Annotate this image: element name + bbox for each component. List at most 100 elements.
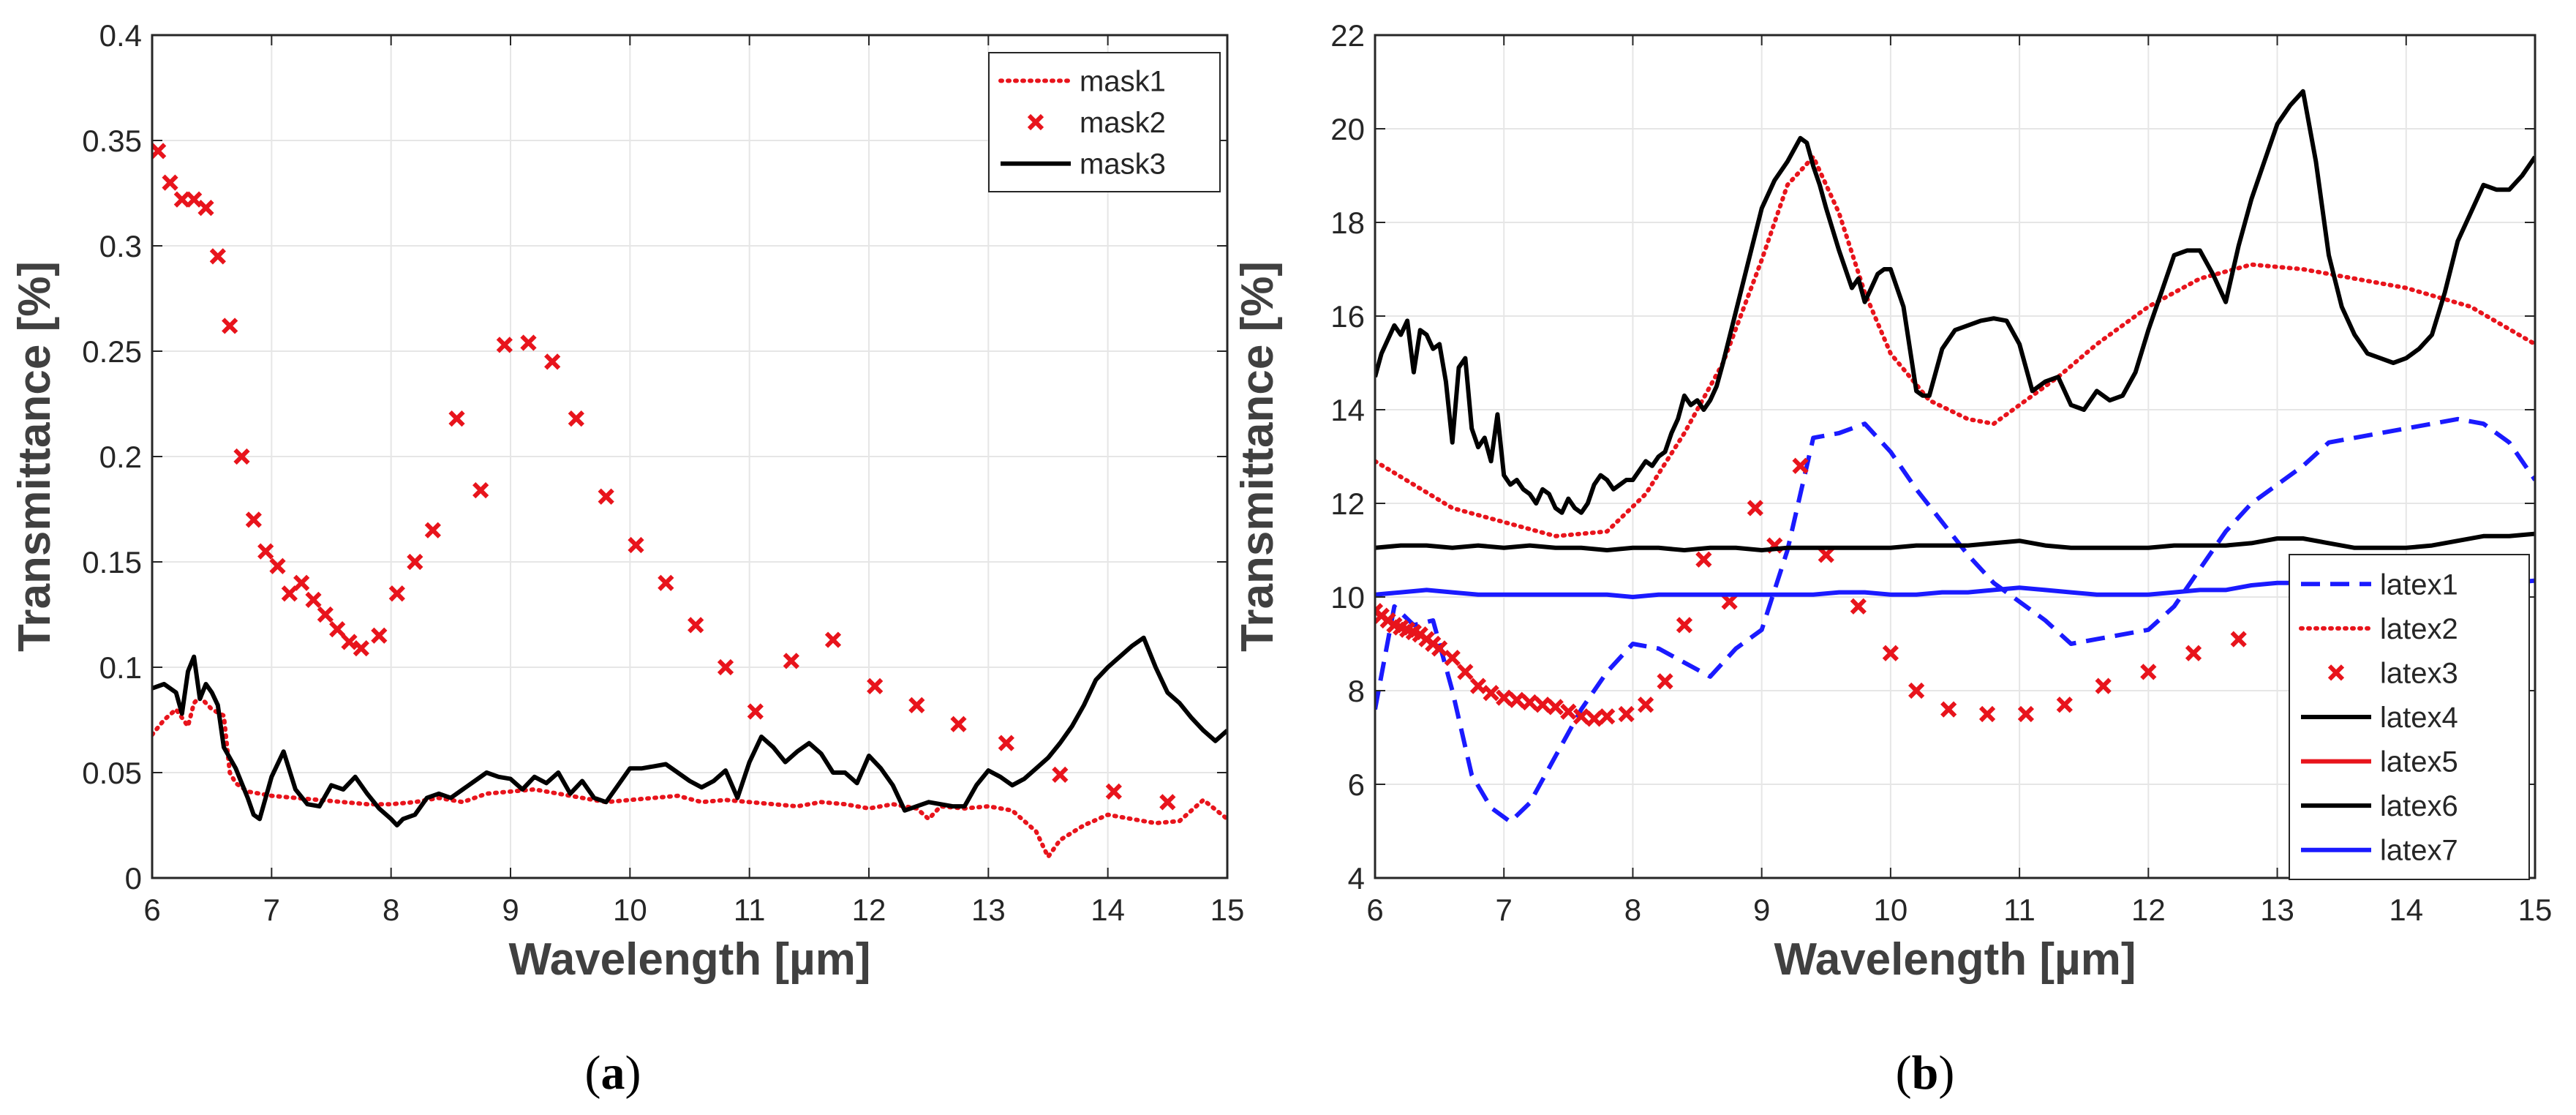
series-latex3-point bbox=[1676, 617, 1693, 634]
series-latex1-line bbox=[1375, 416, 2535, 825]
series-mask2-point bbox=[245, 511, 262, 528]
legend-item-latex7: latex7 bbox=[2301, 835, 2458, 867]
series-latex3-point bbox=[1618, 705, 1635, 723]
series-latex3-point bbox=[1457, 664, 1474, 680]
x-tick-label: 8 bbox=[1624, 893, 1641, 927]
series-mask2-point bbox=[544, 353, 561, 370]
legend-label: mask3 bbox=[1080, 149, 1166, 181]
legend-item-mask3: mask3 bbox=[1001, 149, 1166, 181]
series-latex6-line bbox=[1375, 531, 2535, 552]
legend-label: mask1 bbox=[1080, 65, 1166, 97]
legend-swatch-marker bbox=[2327, 664, 2345, 681]
series-latex3-point bbox=[1637, 697, 1654, 713]
x-tick-label: 6 bbox=[143, 893, 160, 927]
series-mask2-point bbox=[269, 558, 286, 574]
caption-letter: a bbox=[601, 1046, 625, 1100]
y-tick-label: 0.15 bbox=[82, 545, 142, 579]
series-mask2-point bbox=[688, 617, 704, 634]
series-latex3-point bbox=[2185, 645, 2202, 661]
x-tick-label: 15 bbox=[2518, 893, 2553, 927]
y-axis-label: Transmittance [%] bbox=[1232, 261, 1283, 652]
y-tick-label: 0.05 bbox=[82, 756, 142, 790]
series-mask2-point bbox=[257, 543, 274, 560]
series-mask2-point bbox=[186, 191, 203, 208]
series-latex3-point bbox=[1850, 598, 1867, 615]
series-mask1-line bbox=[152, 694, 1227, 860]
y-tick-label: 0 bbox=[125, 861, 142, 896]
series-mask2-point bbox=[998, 735, 1014, 751]
series-mask2-point bbox=[717, 658, 734, 676]
y-tick-label: 14 bbox=[1330, 393, 1365, 427]
series-latex3-point bbox=[1978, 705, 1996, 723]
legend-box bbox=[988, 52, 1221, 192]
legend-label: latex1 bbox=[2380, 568, 2458, 601]
series-latex3-point bbox=[1792, 457, 1809, 474]
y-tick-label: 0.25 bbox=[82, 334, 142, 369]
series-mask2-point bbox=[824, 631, 842, 648]
series-latex3-point bbox=[1721, 593, 1738, 610]
legend-item-latex3: latex3 bbox=[2327, 657, 2458, 689]
series-latex3-point bbox=[1882, 645, 1899, 661]
y-ticks: 0 0.05 0.1 0.15 0.2 0.25 0.3 0.35 0.4 bbox=[82, 18, 1227, 896]
series-mask2-point bbox=[341, 634, 358, 650]
x-tick-label: 14 bbox=[2389, 893, 2423, 927]
series-latex3-point bbox=[1469, 677, 1487, 694]
y-tick-label: 10 bbox=[1330, 580, 1365, 615]
caption-close-paren: ) bbox=[1938, 1046, 1954, 1100]
series-mask2-point bbox=[747, 703, 764, 720]
series-group bbox=[152, 143, 1227, 860]
x-tick-label: 7 bbox=[263, 893, 280, 927]
caption-close-paren: ) bbox=[625, 1046, 641, 1100]
x-axis-label: Wavelength [µm] bbox=[508, 934, 870, 985]
legend-label: mask2 bbox=[1080, 107, 1166, 139]
series-mask2-point bbox=[424, 522, 441, 538]
series-latex3-point bbox=[2017, 705, 2035, 723]
y-tick-label: 16 bbox=[1330, 299, 1365, 334]
axes-frame bbox=[1374, 34, 2537, 879]
series-latex3-point bbox=[1483, 685, 1499, 702]
series-mask2-point bbox=[496, 337, 513, 353]
series-latex3-point bbox=[1599, 708, 1616, 725]
legend-item-latex6: latex6 bbox=[2301, 790, 2458, 822]
series-mask2-point bbox=[867, 677, 884, 695]
x-tick-label: 9 bbox=[502, 893, 519, 927]
series-latex3-point bbox=[1908, 682, 1925, 699]
series-latex3-point bbox=[2056, 697, 2073, 713]
series-latex3-point bbox=[1940, 701, 1957, 718]
series-mask2-point bbox=[520, 334, 537, 351]
series-mask2-point bbox=[407, 553, 423, 571]
y-tick-label: 6 bbox=[1348, 767, 1365, 802]
series-mask2-point bbox=[783, 653, 799, 669]
series-mask2-point bbox=[908, 697, 925, 713]
y-tick-label: 0.4 bbox=[99, 18, 142, 53]
series-mask2-point bbox=[1052, 766, 1069, 784]
y-tick-label: 18 bbox=[1330, 206, 1365, 240]
y-tick-label: 0.2 bbox=[99, 440, 142, 474]
caption-open-paren: ( bbox=[585, 1046, 601, 1100]
x-ticks: 6 7 8 9 10 11 12 13 14 15 bbox=[1366, 35, 2552, 927]
series-mask2-point bbox=[317, 606, 334, 623]
series-latex2-line bbox=[1375, 154, 2535, 538]
x-tick-label: 9 bbox=[1753, 893, 1770, 927]
legend-label: latex4 bbox=[2380, 702, 2458, 734]
series-mask2-point bbox=[152, 143, 167, 159]
series-latex3-point bbox=[1560, 703, 1577, 720]
x-tick-label: 10 bbox=[1874, 893, 1908, 927]
x-tick-label: 11 bbox=[734, 893, 766, 927]
series-latex3-point bbox=[1657, 673, 1673, 690]
series-mask2-point bbox=[472, 481, 489, 499]
legend-item-latex2: latex2 bbox=[2299, 613, 2458, 645]
caption-open-paren: ( bbox=[1896, 1046, 1912, 1100]
x-ticks: 6 7 8 9 10 11 12 13 14 15 bbox=[143, 35, 1244, 927]
series-latex3-point bbox=[2140, 664, 2157, 680]
legend-item-mask1: mask1 bbox=[998, 65, 1166, 97]
legend: mask1 mask2 mask3 bbox=[988, 52, 1221, 192]
y-tick-label: 0.35 bbox=[82, 124, 142, 158]
series-group bbox=[1375, 89, 2535, 825]
legend-label: latex5 bbox=[2380, 746, 2458, 778]
series-mask2-point bbox=[1105, 783, 1122, 800]
panel-b: 6 7 8 9 10 11 12 13 14 1546810121416182022Wavelen… bbox=[1232, 18, 2552, 1100]
series-mask2-point bbox=[209, 248, 226, 265]
x-tick-label: 12 bbox=[852, 893, 886, 927]
series-mask2-point bbox=[568, 410, 584, 427]
